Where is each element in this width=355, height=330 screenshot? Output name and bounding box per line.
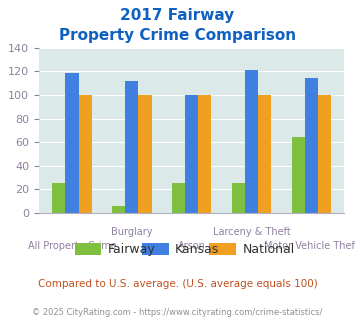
Text: Compared to U.S. average. (U.S. average equals 100): Compared to U.S. average. (U.S. average … [38,279,317,289]
Bar [258,95,271,213]
Text: All Property Crime: All Property Crime [28,241,116,250]
Bar [78,95,92,213]
Bar [292,137,305,213]
Bar [185,95,198,213]
Bar [232,183,245,213]
Text: Burglary: Burglary [111,227,153,237]
Bar [125,81,138,213]
Text: Larceny & Theft: Larceny & Theft [213,227,290,237]
Bar [112,206,125,213]
Text: 2017 Fairway: 2017 Fairway [120,8,235,23]
Bar [52,183,65,213]
Bar [138,95,152,213]
Text: Motor Vehicle Theft: Motor Vehicle Theft [264,241,355,250]
Bar [198,95,212,213]
Text: Property Crime Comparison: Property Crime Comparison [59,28,296,43]
Bar [65,73,78,213]
Bar [318,95,331,213]
Text: © 2025 CityRating.com - https://www.cityrating.com/crime-statistics/: © 2025 CityRating.com - https://www.city… [32,308,323,316]
Bar [305,79,318,213]
Bar [172,183,185,213]
Text: Kansas: Kansas [175,243,219,256]
Bar [245,70,258,213]
Text: National: National [242,243,295,256]
Text: Arson: Arson [178,241,206,250]
Text: Fairway: Fairway [108,243,155,256]
